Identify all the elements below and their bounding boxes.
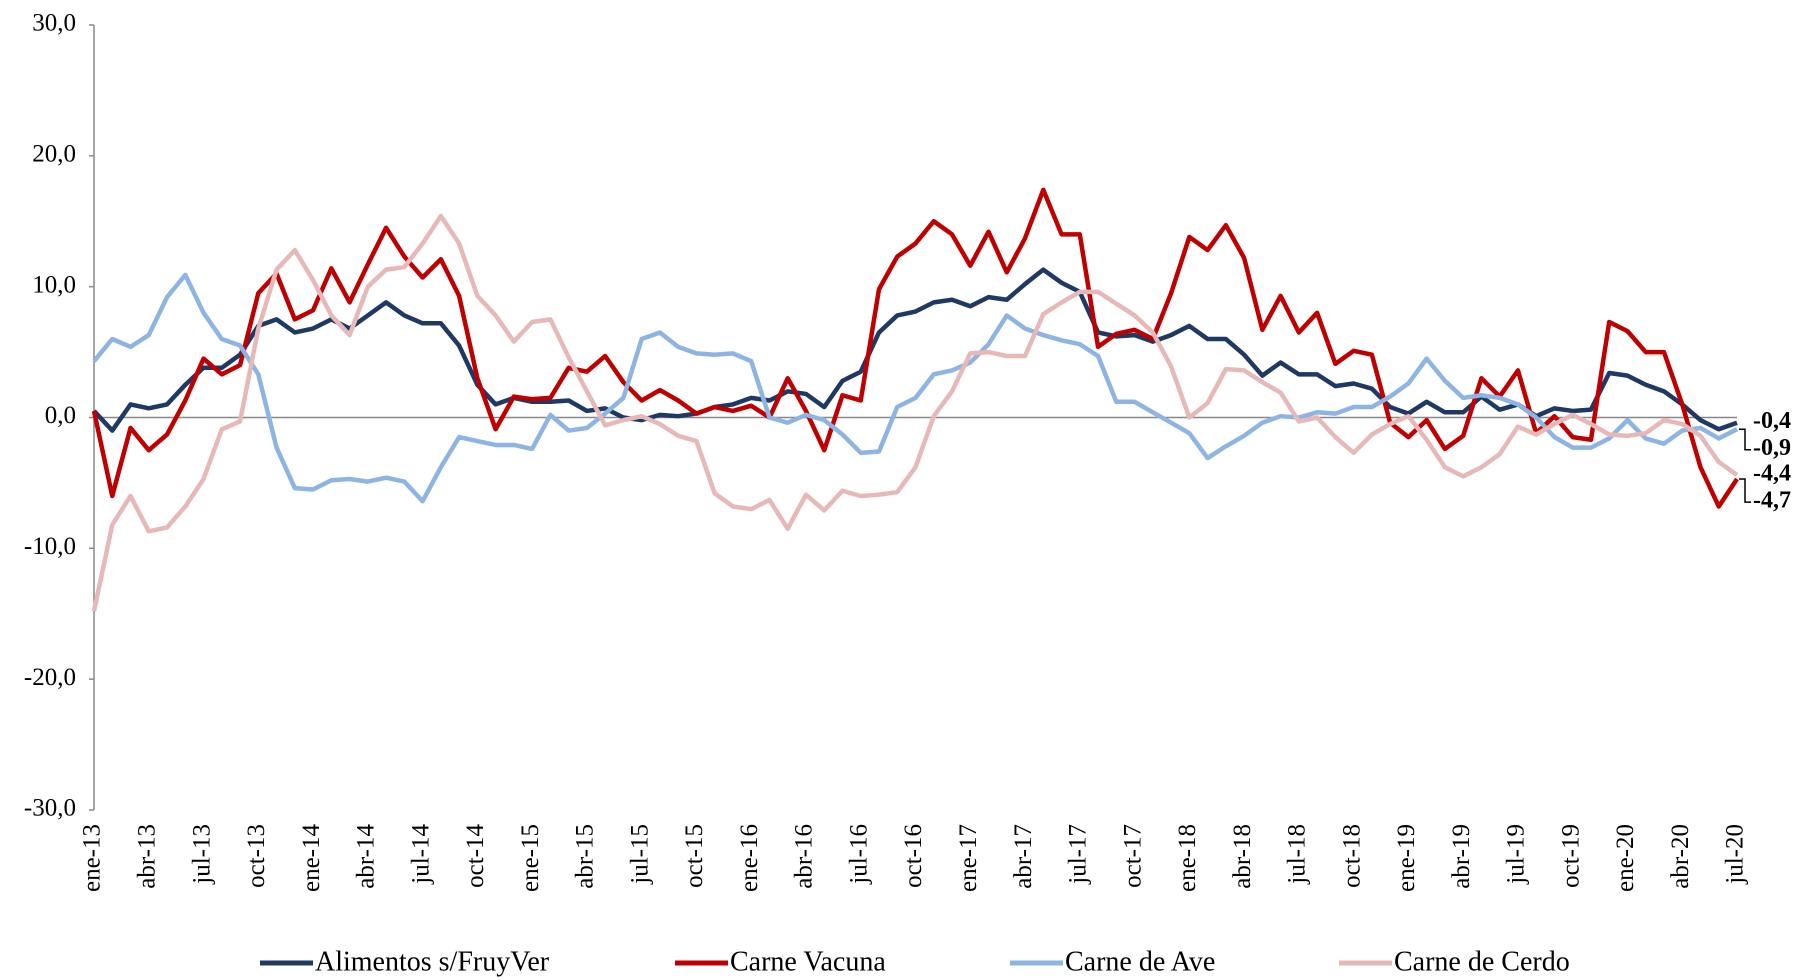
x-tick-label: ene-13 [79, 824, 106, 892]
x-tick-label: oct-15 [681, 824, 708, 888]
y-tick-label: -20,0 [24, 664, 76, 691]
legend-item: Alimentos s/FruyVer [260, 946, 550, 977]
y-tick-label: -10,0 [24, 533, 76, 560]
legend-item: Carne de Cerdo [1339, 946, 1570, 977]
x-tick-label: ene-16 [736, 824, 763, 892]
end-label: -0,4 [1753, 408, 1791, 434]
series-line [91, 187, 1739, 509]
x-tick-label: abr-15 [572, 824, 599, 889]
x-tick-label: abr-19 [1448, 824, 1475, 889]
y-tick-label: 20,0 [32, 141, 76, 168]
x-tick-label: oct-13 [243, 824, 270, 888]
x-tick-label: ene-14 [298, 824, 325, 893]
end-label: -0,9 [1753, 435, 1791, 461]
x-tick-label: abr-20 [1667, 824, 1694, 889]
x-tick-label: oct-18 [1338, 824, 1365, 888]
series-line [92, 267, 1738, 433]
legend-label: Alimentos s/FruyVer [315, 946, 550, 977]
series-line [91, 213, 1739, 612]
x-tick-label: ene-15 [517, 824, 544, 892]
x-tick-label: jul-17 [1065, 824, 1092, 885]
x-tick-label: abr-13 [134, 824, 161, 889]
end-label: -4,7 [1753, 488, 1791, 514]
y-tick-label: 30,0 [32, 10, 76, 37]
label-leader [1739, 478, 1751, 503]
x-tick-label: jul-19 [1503, 824, 1530, 885]
x-tick-label: jul-20 [1722, 824, 1749, 885]
x-tick-label: oct-14 [462, 824, 489, 888]
legend-label: Carne de Cerdo [1394, 946, 1570, 977]
x-tick-label: ene-19 [1393, 824, 1420, 892]
x-tick-label: ene-18 [1174, 824, 1201, 892]
x-tick-label: oct-17 [1119, 824, 1146, 888]
x-tick-label: jul-16 [845, 824, 872, 885]
label-leader [1739, 428, 1751, 451]
x-tick-label: abr-17 [1010, 824, 1037, 889]
legend-item: Carne de Ave [1010, 946, 1215, 977]
y-tick-label: 10,0 [32, 271, 76, 298]
end-label: -4,4 [1753, 461, 1791, 487]
x-tick-label: abr-16 [791, 824, 818, 889]
x-tick-label: abr-14 [353, 824, 380, 889]
x-tick-label: oct-19 [1557, 824, 1584, 888]
x-tick-label: oct-16 [900, 824, 927, 888]
x-tick-label: jul-14 [407, 824, 434, 885]
y-tick-label: 0,0 [45, 402, 76, 429]
x-tick-label: jul-13 [188, 824, 215, 885]
x-tick-label: abr-18 [1229, 824, 1256, 889]
series-line [92, 272, 1739, 504]
legend-label: Carne Vacuna [730, 946, 886, 977]
x-tick-label: ene-17 [955, 824, 982, 892]
legend-item: Carne Vacuna [675, 946, 886, 977]
x-tick-label: jul-15 [626, 824, 653, 885]
x-tick-label: jul-18 [1284, 824, 1311, 885]
legend-label: Carne de Ave [1065, 946, 1215, 977]
y-tick-label: -30,0 [24, 795, 76, 822]
x-tick-label: ene-20 [1612, 824, 1639, 892]
